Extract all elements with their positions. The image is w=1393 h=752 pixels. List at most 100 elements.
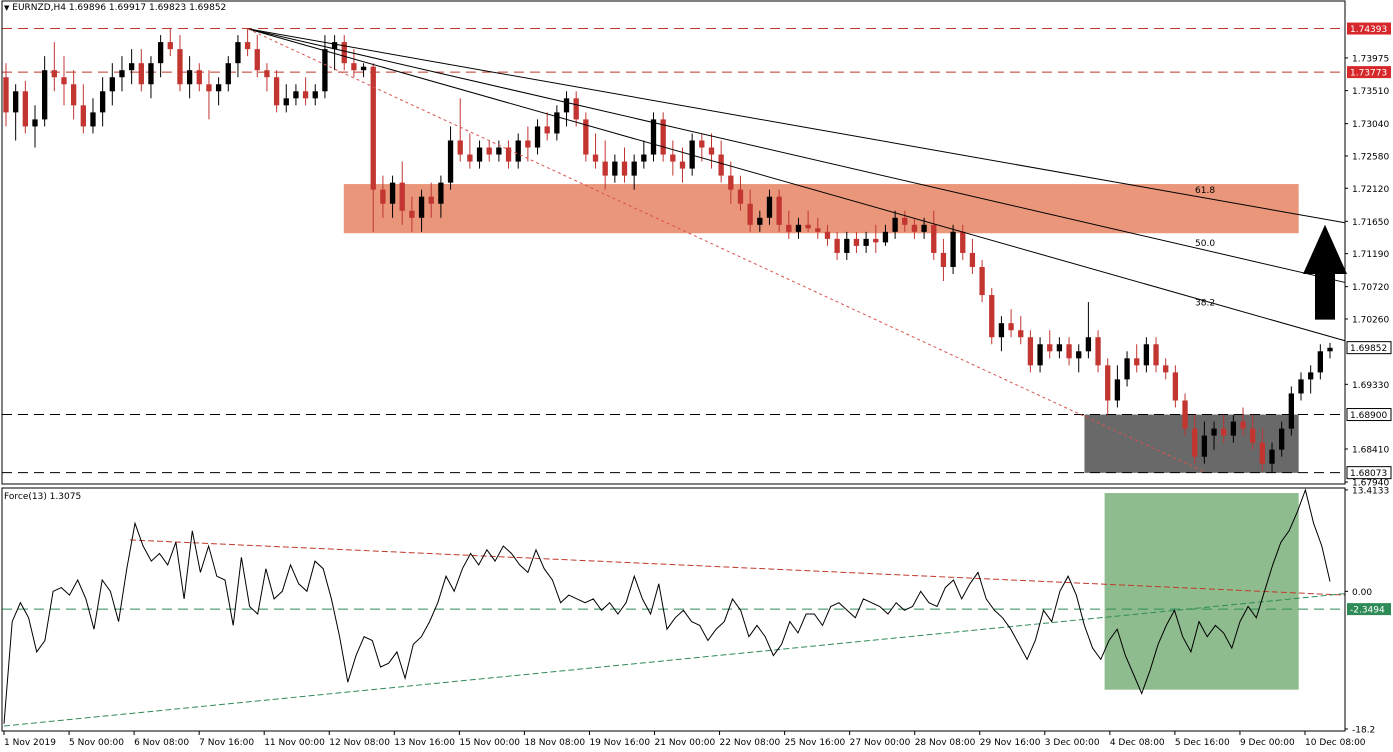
x-tick-label: 9 Dec 00:00 bbox=[1240, 738, 1295, 748]
candle bbox=[70, 70, 77, 120]
fib-fan-label-0: 61.8 bbox=[1195, 186, 1215, 196]
candle-body bbox=[583, 119, 589, 155]
candle bbox=[766, 189, 773, 225]
candle-body bbox=[989, 295, 995, 338]
candle-body bbox=[969, 252, 976, 267]
candle bbox=[863, 231, 869, 253]
candle bbox=[873, 224, 879, 253]
candle-body bbox=[631, 161, 637, 176]
price-tick-label: 1.71190 bbox=[1352, 250, 1389, 260]
candle-body bbox=[1134, 358, 1140, 366]
candle-body bbox=[128, 63, 135, 71]
candle-body bbox=[447, 140, 454, 183]
candle-body bbox=[960, 231, 966, 253]
candle bbox=[428, 182, 434, 218]
candle-body bbox=[940, 252, 947, 267]
candle bbox=[1085, 302, 1092, 359]
fib-fan-line-2 bbox=[247, 28, 1346, 342]
candle-body bbox=[737, 189, 744, 204]
candle bbox=[1240, 407, 1246, 436]
candle bbox=[515, 133, 521, 169]
force-frame bbox=[1, 487, 1346, 732]
price-tick-label: 1.73975 bbox=[1352, 54, 1389, 64]
candle-body bbox=[1008, 323, 1014, 331]
candle-body bbox=[225, 63, 231, 85]
candle bbox=[457, 98, 463, 162]
candle-body bbox=[525, 140, 531, 148]
candle-body bbox=[921, 224, 927, 232]
price-tick-label: 1.69330 bbox=[1352, 381, 1389, 391]
candle-body bbox=[351, 63, 357, 71]
candle-body bbox=[554, 112, 560, 134]
candle bbox=[1182, 393, 1188, 436]
candle bbox=[312, 84, 318, 106]
candle-body bbox=[699, 140, 705, 148]
price-tick-label: 1.70260 bbox=[1352, 315, 1389, 325]
candle bbox=[380, 175, 386, 218]
level-tag-label-2: 1.68900 bbox=[1350, 411, 1387, 421]
candle bbox=[853, 231, 860, 253]
candle-body bbox=[99, 91, 106, 113]
candle-body bbox=[22, 91, 28, 127]
candle-body bbox=[1172, 372, 1179, 401]
candle bbox=[795, 217, 802, 239]
candle bbox=[641, 140, 647, 169]
candle bbox=[1172, 365, 1179, 408]
candle-body bbox=[776, 196, 782, 225]
candle-body bbox=[844, 238, 850, 253]
price-tick-label: 1.72120 bbox=[1352, 185, 1389, 195]
candle bbox=[1134, 344, 1140, 373]
candle bbox=[525, 126, 531, 162]
candle bbox=[1317, 344, 1323, 380]
candle bbox=[757, 210, 763, 232]
candle-body bbox=[167, 42, 173, 50]
candle-body bbox=[1085, 337, 1092, 352]
candle bbox=[1095, 330, 1101, 373]
candle bbox=[148, 56, 154, 99]
x-tick-label: 7 Nov 16:00 bbox=[199, 738, 254, 748]
candle-body bbox=[70, 84, 77, 106]
candle-body bbox=[708, 147, 715, 155]
candle-body bbox=[650, 119, 657, 155]
x-tick-label: 25 Nov 16:00 bbox=[785, 738, 846, 748]
candle-body bbox=[438, 182, 444, 204]
candle bbox=[13, 84, 19, 141]
candle bbox=[254, 35, 260, 78]
candle-body bbox=[824, 231, 831, 239]
candle bbox=[679, 147, 686, 183]
candle-body bbox=[235, 42, 241, 64]
candle bbox=[554, 105, 560, 141]
candle bbox=[167, 28, 173, 57]
candle-body bbox=[998, 323, 1005, 338]
candle-body bbox=[148, 63, 154, 85]
trend-dotted-line bbox=[247, 28, 1206, 473]
candle-body bbox=[1192, 428, 1198, 457]
candle-body bbox=[1259, 442, 1266, 464]
candle bbox=[447, 126, 454, 190]
candle-body bbox=[1230, 421, 1237, 436]
candle-body bbox=[573, 98, 579, 120]
candle-body bbox=[496, 147, 502, 155]
x-tick-label: 15 Nov 00:00 bbox=[459, 738, 520, 748]
candle bbox=[177, 35, 183, 92]
current-price-tag bbox=[1346, 341, 1392, 355]
candle bbox=[989, 288, 995, 345]
level-tag-label-1: 1.73773 bbox=[1350, 69, 1387, 79]
candle bbox=[534, 119, 541, 155]
candle bbox=[931, 210, 937, 260]
candle-body bbox=[3, 77, 9, 113]
price-tick-label: 1.72580 bbox=[1352, 152, 1389, 162]
candle-body bbox=[1056, 344, 1063, 352]
x-tick-label: 4 Dec 08:00 bbox=[1110, 738, 1165, 748]
candle bbox=[1114, 365, 1121, 408]
price-frame bbox=[1, 0, 1346, 485]
force-red-trendline bbox=[129, 539, 1346, 596]
candle-body bbox=[1037, 344, 1043, 366]
candle-body bbox=[670, 154, 676, 162]
candle-body bbox=[13, 91, 19, 113]
level-tag-1 bbox=[1347, 66, 1391, 79]
candle bbox=[389, 175, 396, 218]
candle-body bbox=[341, 42, 347, 64]
